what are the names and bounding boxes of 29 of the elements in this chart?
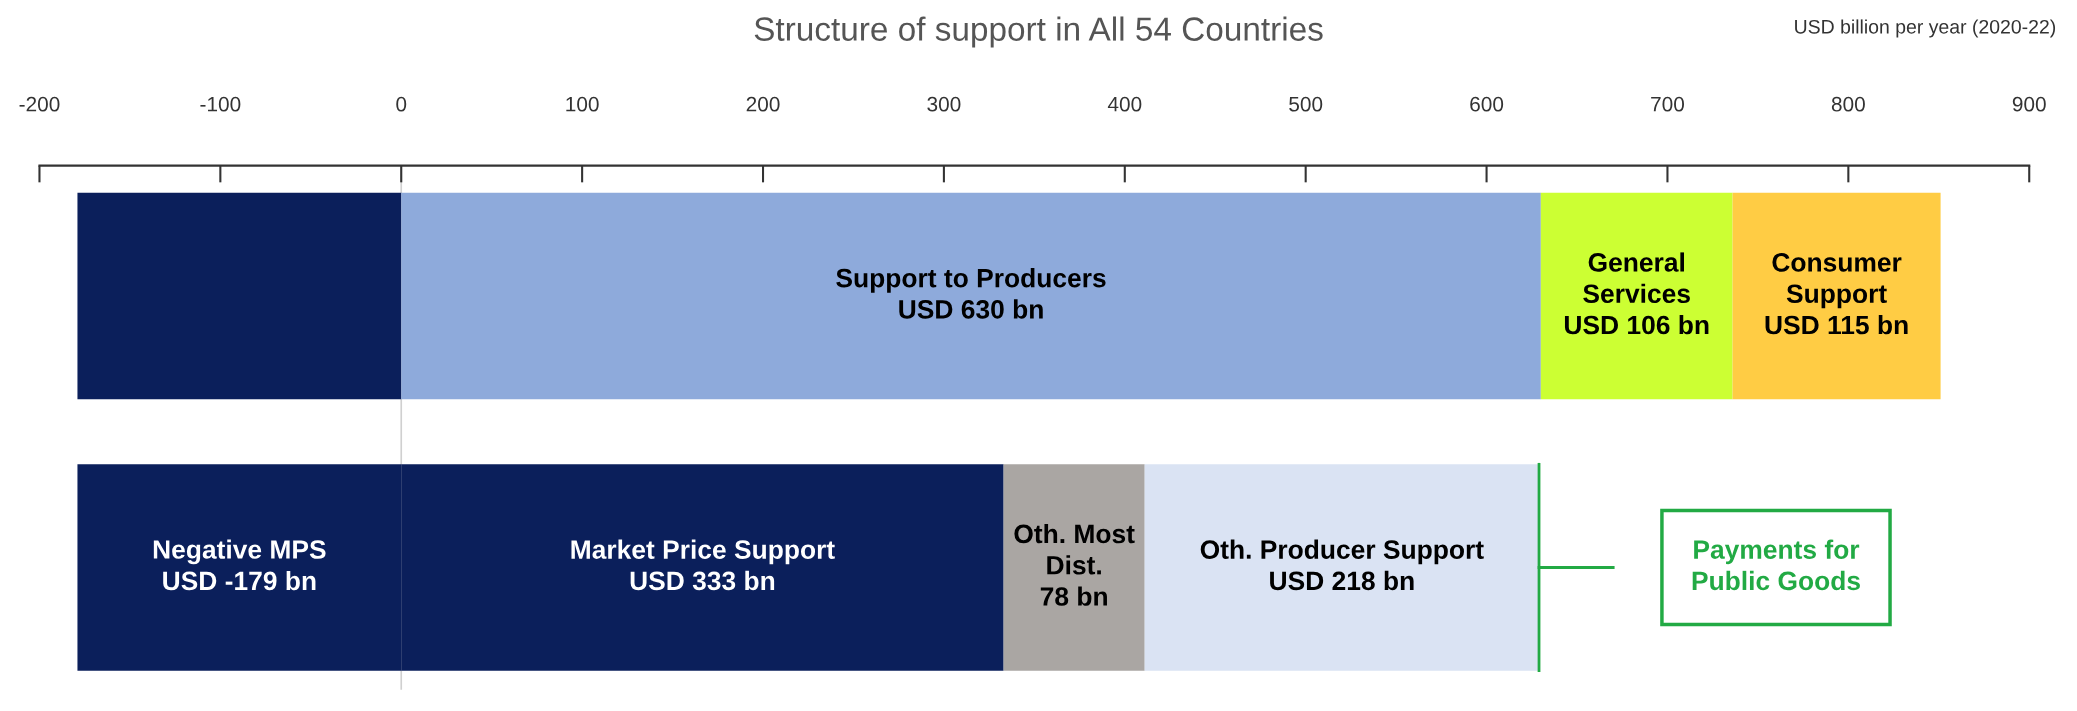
x-tick-label: -100 bbox=[200, 96, 241, 112]
x-tick-label: 800 bbox=[1831, 96, 1865, 112]
x-tick-label: 300 bbox=[927, 96, 961, 112]
data-label: USD 115 bn bbox=[1765, 314, 1908, 335]
data-label: USD 218 bn bbox=[1270, 570, 1414, 591]
series-label: Oth. Producer Support bbox=[1200, 539, 1484, 565]
annotation: Payments for Public Goods bbox=[1692, 539, 1860, 591]
series-label: Negative MPS bbox=[153, 539, 326, 565]
text: USD billion per year (2020-22) bbox=[1795, 19, 2056, 38]
series-label: Consumer Support bbox=[1772, 253, 1902, 309]
x-tick-label: 400 bbox=[1107, 96, 1142, 112]
x-tick-label: 0 bbox=[396, 96, 407, 112]
series-label: General Services bbox=[1583, 252, 1690, 304]
series-label: Market Price Support bbox=[571, 539, 835, 565]
x-tick-label: 200 bbox=[746, 96, 780, 112]
x-tick-label: -200 bbox=[19, 96, 60, 112]
data-label: USD 106 bn bbox=[1564, 314, 1709, 335]
data-label: 78 bn bbox=[1040, 586, 1107, 606]
data-label: USD -179 bn bbox=[163, 570, 316, 591]
x-tick-label: 700 bbox=[1651, 96, 1685, 112]
x-tick-label: 100 bbox=[566, 96, 599, 112]
data-label: USD 333 bn bbox=[630, 570, 775, 591]
x-tick-label: 500 bbox=[1289, 96, 1323, 112]
series-label: Support to Producers bbox=[836, 268, 1106, 293]
x-tick-label: 900 bbox=[2012, 96, 2046, 112]
x-tick-label: 600 bbox=[1470, 96, 1504, 112]
series-label: Oth. Most Dist. bbox=[1014, 523, 1135, 575]
data-label: USD 630 bn bbox=[899, 299, 1043, 319]
chart-title: Structure of support in All 54 Countries bbox=[754, 16, 1323, 48]
